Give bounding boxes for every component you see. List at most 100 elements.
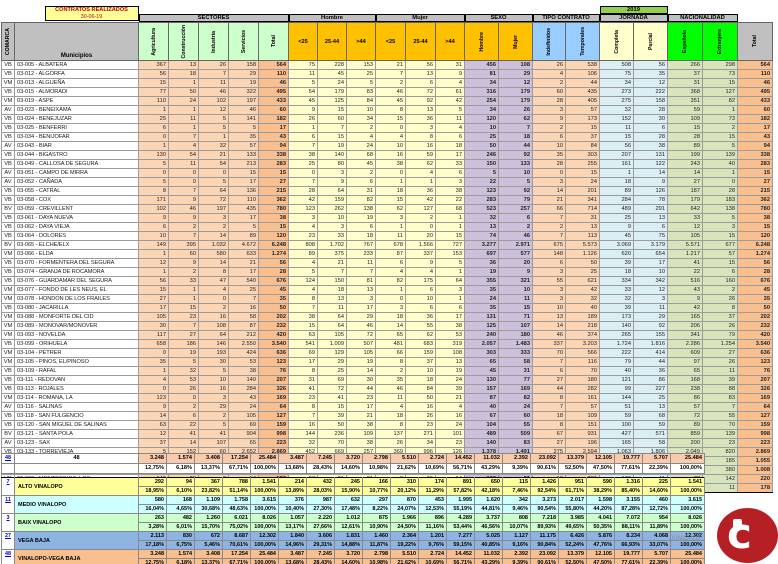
data-cell[interactable]: 9	[138, 402, 169, 412]
data-cell[interactable]: 21	[317, 258, 347, 268]
data-cell[interactable]: 6	[375, 258, 406, 268]
data-cell[interactable]: 72	[667, 411, 703, 421]
data-cell[interactable]: 0	[375, 168, 406, 178]
data-cell[interactable]: 35	[375, 375, 406, 385]
data-cell[interactable]: 23	[435, 438, 465, 448]
data-cell[interactable]: 2	[498, 222, 533, 232]
data-cell[interactable]: 2	[532, 78, 566, 88]
summary-value-cell[interactable]: 174	[418, 477, 447, 487]
data-cell[interactable]: 38	[633, 141, 668, 151]
data-cell[interactable]: 6	[405, 303, 436, 313]
comarca-code[interactable]: VB	[1, 339, 15, 349]
data-cell[interactable]: 577	[498, 249, 533, 259]
data-cell[interactable]: 123	[737, 357, 773, 367]
data-cell[interactable]: 2	[198, 303, 229, 313]
data-cell[interactable]: 7	[168, 132, 199, 142]
data-cell[interactable]: 56	[737, 258, 773, 268]
summary-percent-cell[interactable]: 7,46%	[502, 486, 531, 496]
comarca-code[interactable]: VM	[1, 357, 15, 367]
municipality-cell[interactable]: 03-061 - DAYA NUEVA	[14, 213, 139, 223]
data-cell[interactable]: 17	[435, 312, 465, 322]
data-cell[interactable]: 727	[435, 240, 465, 250]
data-cell[interactable]: 29	[228, 69, 259, 79]
data-cell[interactable]: 84	[346, 96, 376, 106]
data-cell[interactable]: 7	[317, 123, 347, 133]
data-cell[interactable]: 50	[317, 420, 347, 430]
data-cell[interactable]: 185	[702, 456, 738, 466]
data-cell[interactable]: 110	[228, 195, 259, 205]
summary-percent-cell[interactable]: 28,03%	[306, 486, 335, 496]
data-cell[interactable]: 67	[464, 411, 499, 421]
summary-percent-cell[interactable]: 100,00%	[670, 522, 705, 532]
data-cell[interactable]: 9	[435, 69, 465, 79]
summary-percent-cell[interactable]: 20,12%	[390, 486, 419, 496]
totals-value-cell[interactable]: 25.484	[670, 453, 705, 464]
data-cell[interactable]: 14	[138, 411, 169, 421]
totals-value-cell[interactable]: 12.105	[586, 453, 615, 464]
data-cell[interactable]: 15	[702, 258, 738, 268]
data-cell[interactable]: 94	[258, 141, 289, 151]
data-cell[interactable]: 68	[633, 411, 668, 421]
data-cell[interactable]: 24	[565, 177, 600, 187]
data-cell[interactable]: 284	[228, 384, 259, 394]
data-cell[interactable]: 32	[565, 294, 600, 304]
data-cell[interactable]: 123	[464, 186, 499, 196]
summary-percent-cell[interactable]: 47,76%	[586, 540, 615, 550]
summary-percent-cell[interactable]: 11,89%	[642, 522, 671, 532]
summary-percent-cell[interactable]: 6,18%	[166, 558, 195, 564]
totals-value-cell[interactable]: 5.510	[390, 453, 419, 464]
summary-value-cell[interactable]: 891	[446, 477, 475, 487]
data-cell[interactable]: 1.724	[599, 339, 634, 349]
data-cell[interactable]: 25	[464, 132, 499, 142]
data-cell[interactable]: 6	[532, 258, 566, 268]
data-cell[interactable]: 35	[633, 69, 668, 79]
municipality-cell[interactable]: 03-111 - REDOVAN	[14, 375, 139, 385]
summary-value-cell[interactable]: 342	[502, 495, 531, 505]
data-cell[interactable]: 7	[317, 267, 347, 277]
data-cell[interactable]: 18	[599, 177, 634, 187]
data-cell[interactable]: 39	[702, 375, 738, 385]
summary-percent-cell[interactable]: 14,88%	[334, 540, 363, 550]
data-cell[interactable]: 17	[346, 402, 376, 412]
data-cell[interactable]: 23	[346, 393, 376, 403]
data-cell[interactable]: 1	[375, 222, 406, 232]
data-cell[interactable]: 355	[464, 276, 499, 286]
data-cell[interactable]: 15	[702, 78, 738, 88]
data-cell[interactable]: 158	[228, 60, 259, 70]
data-cell[interactable]: 8	[375, 105, 406, 115]
data-cell[interactable]: 9	[168, 213, 199, 223]
data-cell[interactable]: 5	[435, 258, 465, 268]
summary-percent-cell[interactable]: 100,00%	[250, 504, 279, 514]
municipality-cell[interactable]: 03-080 - JACARILLA	[14, 303, 139, 313]
data-cell[interactable]: 26	[288, 114, 318, 124]
data-cell[interactable]: 1	[168, 78, 199, 88]
data-cell[interactable]: 541	[288, 339, 318, 349]
data-cell[interactable]: 2	[532, 123, 566, 133]
summary-value-cell[interactable]: 3.615	[250, 495, 279, 505]
data-cell[interactable]: 140	[228, 375, 259, 385]
data-cell[interactable]: 566	[565, 348, 600, 358]
data-cell[interactable]: 63	[138, 420, 169, 430]
data-cell[interactable]: 64	[737, 402, 773, 412]
data-cell[interactable]: 62	[375, 204, 406, 214]
summary-value-cell[interactable]: 3.985	[558, 513, 587, 523]
totals-count-link[interactable]: 48	[5, 455, 11, 461]
data-cell[interactable]: 5	[198, 123, 229, 133]
data-cell[interactable]: 72	[346, 330, 376, 340]
summary-percent-cell[interactable]: 4,65%	[166, 504, 195, 514]
data-cell[interactable]: 7	[346, 267, 376, 277]
summary-percent-cell[interactable]: 88,11%	[614, 522, 643, 532]
data-cell[interactable]: 38	[228, 366, 259, 376]
data-cell[interactable]: 173	[599, 312, 634, 322]
data-cell[interactable]: 509	[498, 429, 533, 439]
totals-percent-cell[interactable]: 10,69%	[418, 463, 447, 474]
data-cell[interactable]: 109	[346, 429, 376, 439]
data-cell[interactable]: 326	[737, 384, 773, 394]
data-cell[interactable]: 523	[464, 204, 499, 214]
data-cell[interactable]: 66	[375, 348, 406, 358]
data-cell[interactable]: 31	[667, 78, 703, 88]
data-cell[interactable]: 1	[375, 285, 406, 295]
summary-percent-cell[interactable]: 48,63%	[222, 504, 251, 514]
summary-percent-cell[interactable]: 15,70%	[194, 522, 223, 532]
data-cell[interactable]: 16	[375, 150, 406, 160]
